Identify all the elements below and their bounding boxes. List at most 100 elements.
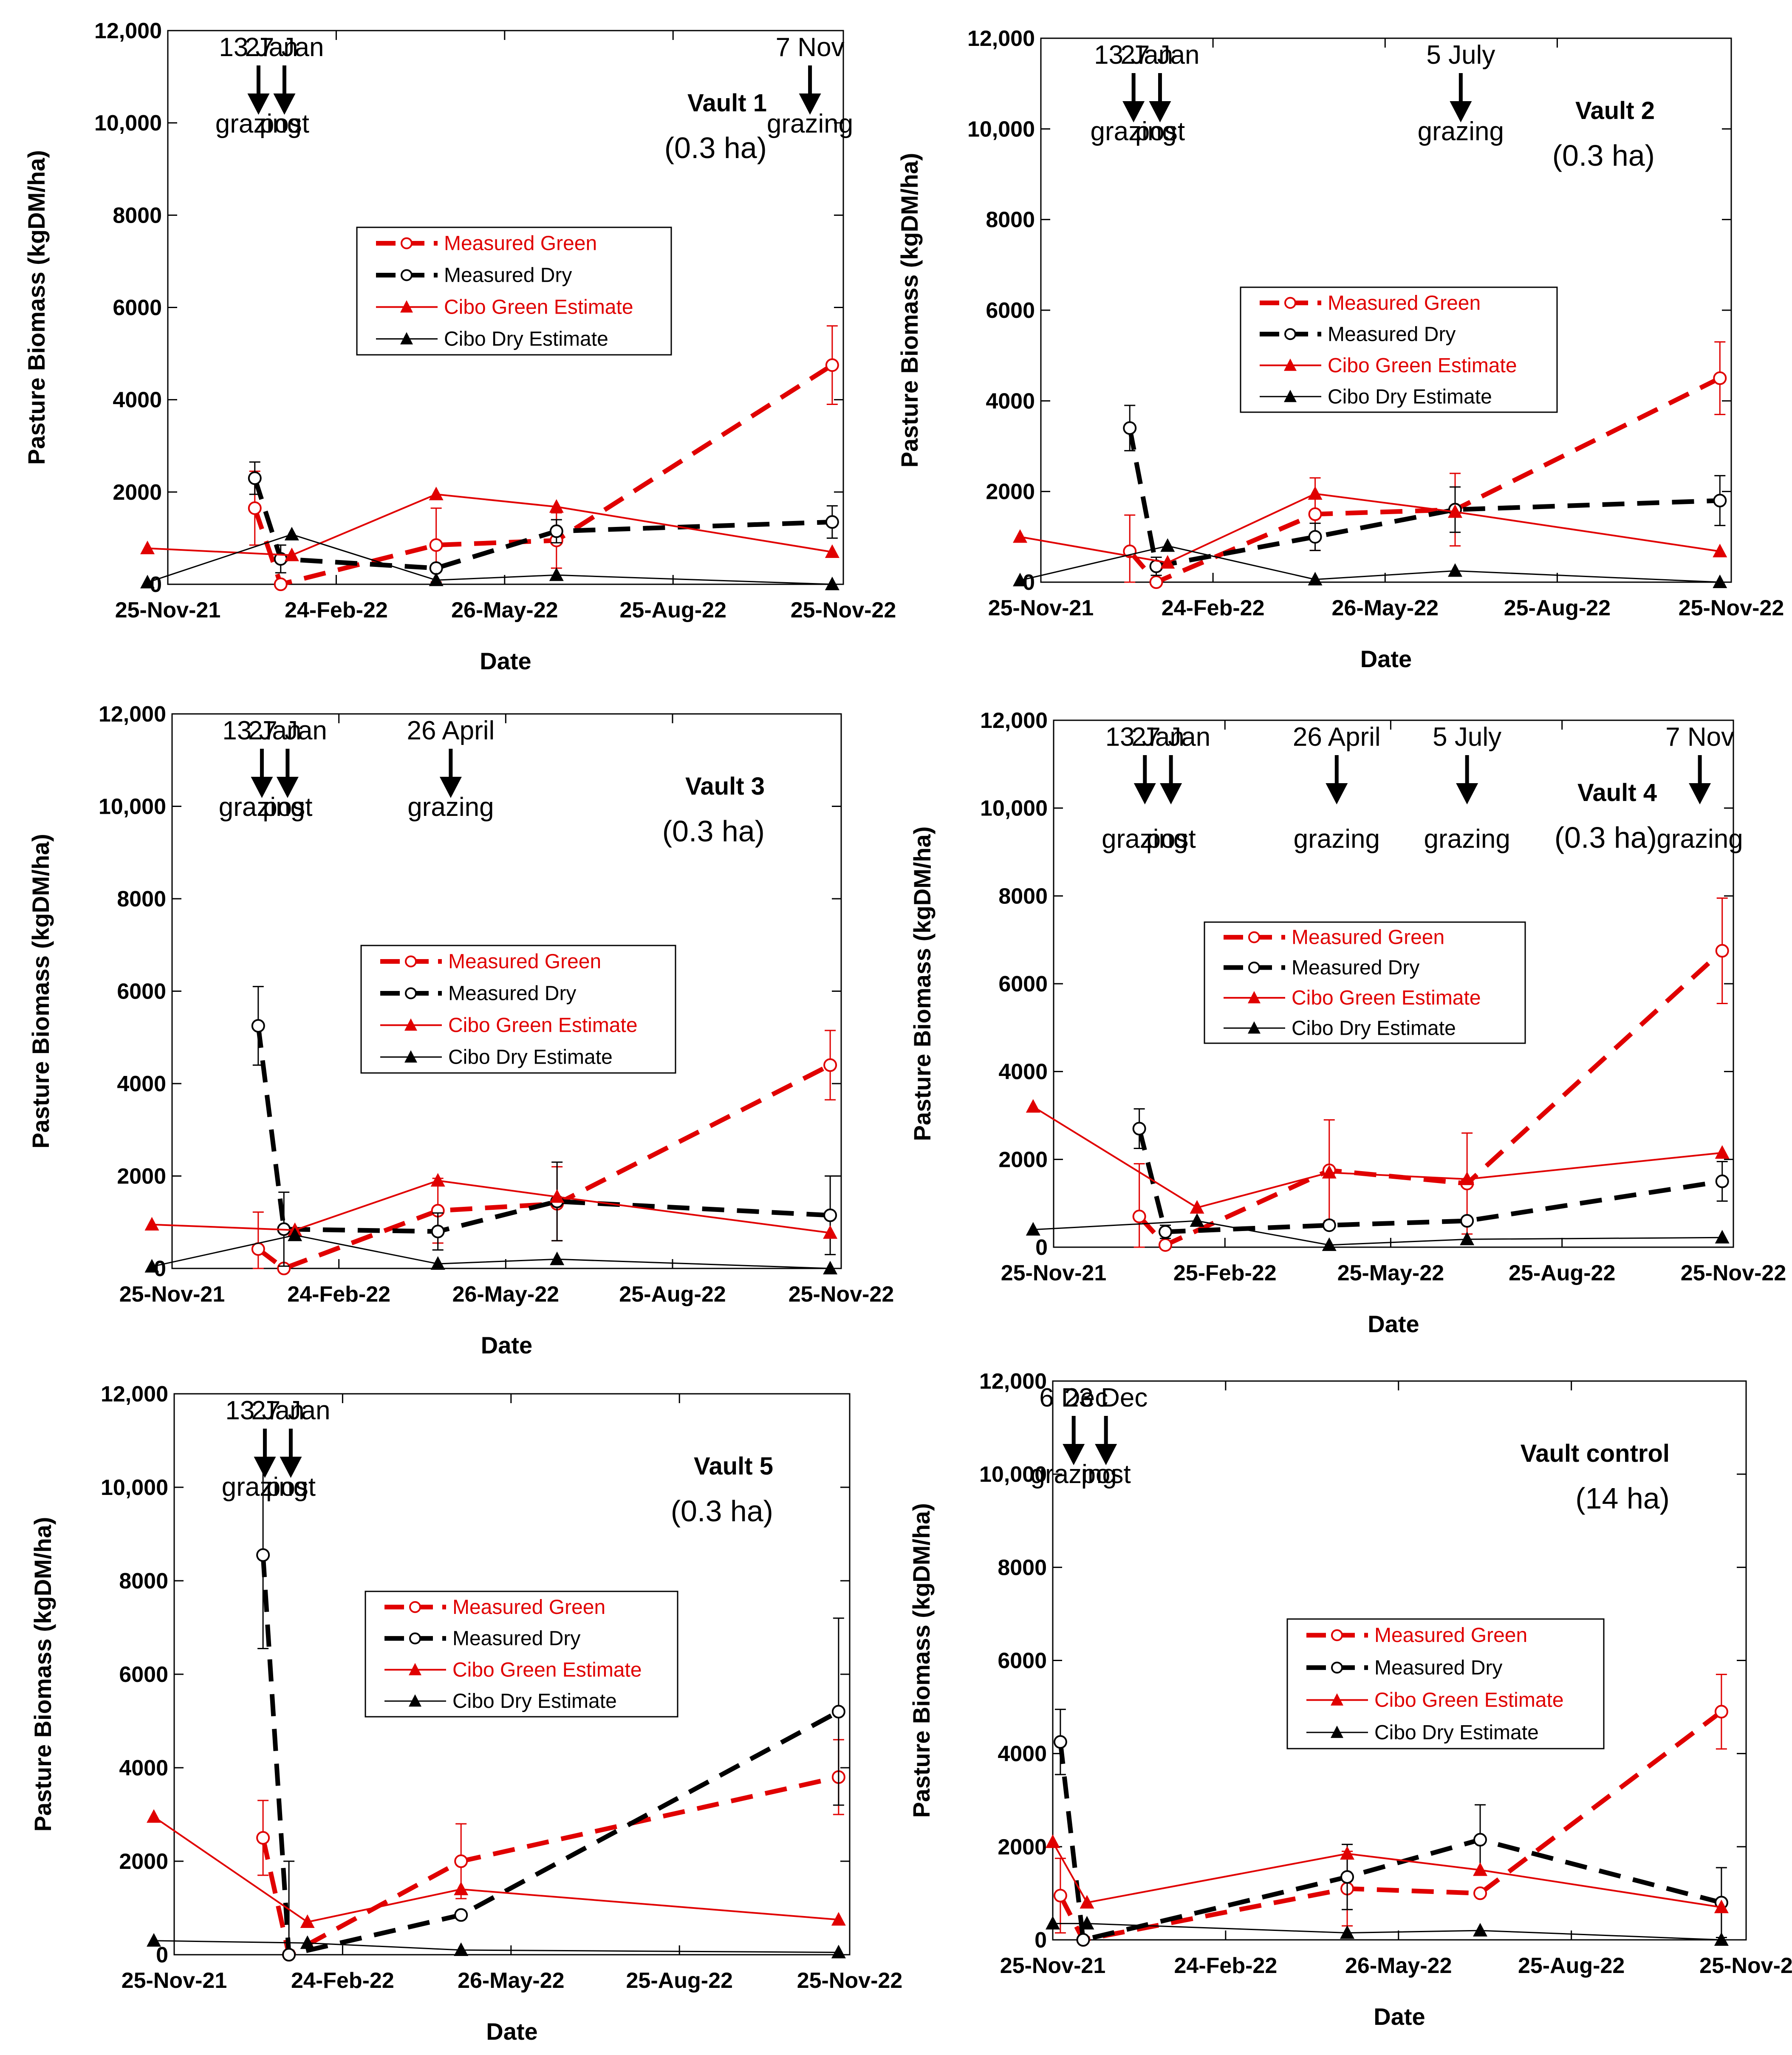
- data-point: [300, 1935, 315, 1949]
- data-point: [1713, 494, 1727, 507]
- data-point: [256, 1831, 270, 1845]
- legend-swatch-marker: [1248, 961, 1260, 974]
- annotation-arrowhead: [1122, 101, 1145, 122]
- annotation-date: 6 Dec: [1039, 1383, 1108, 1412]
- series-cibo-green-estimate: [1013, 486, 1727, 569]
- data-point: [1340, 1925, 1355, 1939]
- annotation-arrowhead: [273, 93, 296, 115]
- legend-swatch-marker: [1284, 358, 1297, 371]
- y-tick-label: 6000: [117, 979, 166, 1004]
- legend-swatch-marker: [1248, 931, 1260, 943]
- y-tick-label: 12,000: [980, 708, 1048, 733]
- x-tick-label: 25-Nov-21: [119, 1282, 225, 1307]
- annotation-event: grazing: [1294, 824, 1380, 854]
- legend-swatch-marker: [1284, 297, 1296, 309]
- series-line: [1053, 1923, 1721, 1941]
- data-point: [1160, 538, 1175, 552]
- y-tick-label: 0: [156, 1943, 168, 1967]
- data-point: [831, 1945, 846, 1959]
- legend-swatch-marker: [404, 1018, 417, 1031]
- x-tick-label: 25-Nov-21: [988, 596, 1094, 620]
- y-tick-label: 4000: [117, 1072, 166, 1096]
- legend: Measured Green Measured Dry Cibo Green Est…: [1286, 1618, 1605, 1749]
- x-axis-title: Date: [1360, 645, 1412, 672]
- area-label: (0.3 ha): [671, 1495, 773, 1528]
- data-point: [429, 538, 443, 552]
- legend-swatch-marker: [1331, 1725, 1343, 1738]
- data-point: [251, 1019, 265, 1033]
- data-point: [1308, 572, 1323, 586]
- series-line: [252, 363, 834, 587]
- legend-label: Measured Dry: [448, 982, 576, 1005]
- annotation-date: 26 April: [1293, 722, 1381, 752]
- data-point: [1123, 421, 1137, 435]
- data-point: [248, 501, 262, 515]
- series-line: [1058, 1741, 1722, 1942]
- chart-vault-5: 0 2000 4000 6000 8000 10,000 12,000 25-Nov-21 24…: [29, 1382, 902, 2045]
- legend-swatch-marker: [1284, 390, 1297, 402]
- annotation-event: grazing: [1090, 117, 1176, 146]
- annotation-arrowhead: [1450, 101, 1472, 122]
- legend-box: [356, 226, 672, 356]
- y-tick-label: 8000: [113, 203, 162, 228]
- annotation-date: 13 Jan: [222, 716, 301, 745]
- series-measured-dry: [1123, 405, 1727, 576]
- legend-box: [1286, 1618, 1605, 1749]
- y-axis-title: Pasture Biomass (kgDM/ha): [23, 150, 50, 465]
- data-point: [1053, 1735, 1067, 1749]
- annotation-arrowhead: [1456, 783, 1478, 804]
- y-tick-label: 6000: [986, 298, 1035, 323]
- legend-label: Cibo Green Estimate: [452, 1659, 642, 1681]
- data-point: [1473, 1833, 1487, 1847]
- x-tick-label: 25-Feb-22: [1173, 1261, 1277, 1285]
- legend: Measured Green Measured Dry Cibo Green Est…: [365, 1591, 678, 1718]
- data-point: [1713, 371, 1727, 385]
- data-point: [1076, 1933, 1090, 1947]
- x-tick-label: 26-May-22: [452, 1282, 559, 1307]
- series-cibo-dry-estimate: [140, 526, 839, 590]
- annotation-arrowhead: [1689, 783, 1711, 804]
- annotation-event: post: [263, 793, 312, 822]
- y-tick-label: 6000: [113, 296, 162, 320]
- y-tick-label: 2000: [117, 1164, 166, 1189]
- data-point: [288, 1227, 302, 1241]
- annotation-arrowhead: [439, 777, 462, 798]
- legend-swatch-marker: [1331, 1662, 1343, 1674]
- annotation-date: 13 Jan: [1094, 40, 1173, 70]
- legend-swatch-marker: [409, 1632, 421, 1645]
- x-tick-label: 25-Aug-22: [1518, 1953, 1625, 1978]
- y-tick-label: 10,000: [967, 117, 1035, 142]
- data-point: [248, 471, 262, 485]
- annotation-event: post: [1135, 117, 1185, 146]
- legend-swatch-marker: [409, 1694, 421, 1707]
- y-tick-label: 12,000: [967, 26, 1035, 51]
- data-point: [300, 1914, 315, 1928]
- y-tick-label: 10,000: [101, 1475, 168, 1500]
- data-point: [549, 499, 564, 513]
- data-point: [140, 541, 155, 555]
- annotation-arrowhead: [1160, 783, 1182, 804]
- data-point: [1473, 1862, 1488, 1876]
- y-tick-label: 6000: [119, 1662, 168, 1687]
- annotation-date: 7 Nov: [1665, 722, 1734, 752]
- series-line: [257, 1063, 831, 1271]
- y-tick-label: 12,000: [99, 702, 166, 727]
- legend-box: [1204, 921, 1526, 1044]
- x-tick-label: 26-May-22: [1332, 596, 1439, 620]
- data-point: [1026, 1099, 1040, 1113]
- data-point: [549, 524, 563, 538]
- data-point: [282, 1948, 296, 1962]
- data-point: [1308, 530, 1322, 544]
- series-cibo-green-estimate: [1026, 1099, 1730, 1214]
- y-tick-label: 4000: [113, 388, 162, 413]
- annotation-event: grazing: [1424, 824, 1510, 854]
- legend-label: Cibo Dry Estimate: [1374, 1721, 1539, 1744]
- data-point: [1448, 563, 1462, 577]
- data-point: [550, 1251, 565, 1265]
- annotation-date: 27 Jan: [248, 716, 327, 745]
- data-point: [1715, 1175, 1729, 1188]
- data-point: [831, 1705, 845, 1718]
- series-line: [252, 477, 833, 571]
- annotation-event: post: [260, 109, 309, 139]
